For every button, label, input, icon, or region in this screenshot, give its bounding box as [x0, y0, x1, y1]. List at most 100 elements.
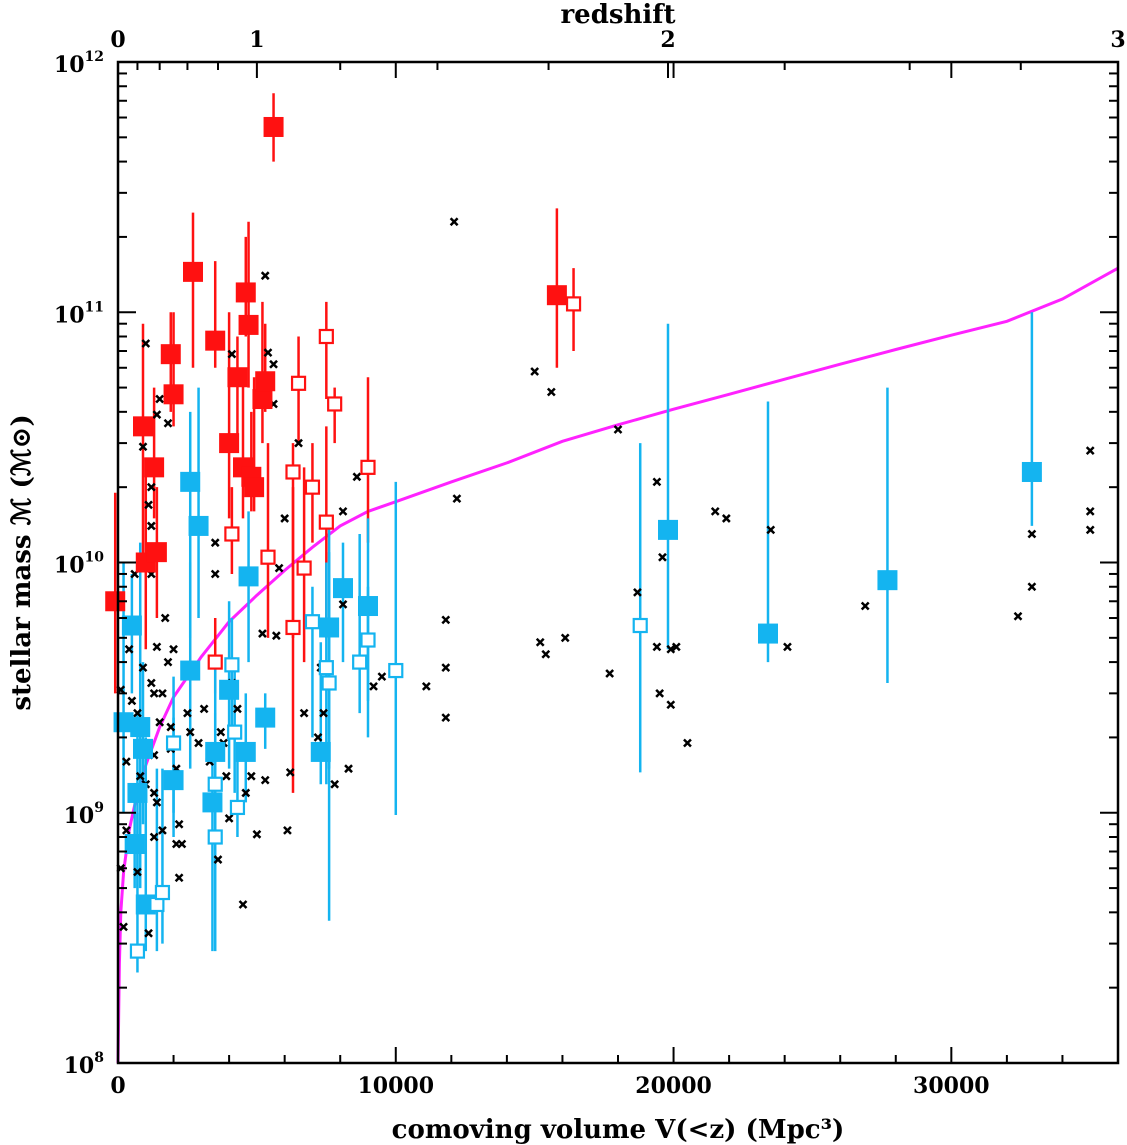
cross-stroke [377, 672, 387, 681]
blue-filled-point [238, 566, 259, 587]
blue-filled-point [333, 578, 353, 599]
cross-stroke [441, 615, 451, 625]
blue-filled-point [658, 519, 678, 540]
cross-point [194, 738, 203, 748]
cross-point [166, 722, 176, 732]
cross-point [152, 798, 162, 807]
cross-stroke [149, 788, 159, 798]
cross-stroke [652, 477, 662, 487]
cross-point [319, 708, 328, 718]
cross-point [613, 425, 623, 434]
red-open-point [290, 375, 307, 391]
cross-point [652, 642, 662, 652]
cross-stroke [1027, 529, 1037, 539]
cross-stroke [449, 217, 459, 227]
blue-filled-point [127, 782, 148, 803]
cross-stroke [233, 704, 242, 714]
cross-point [535, 637, 545, 647]
cross-stroke [163, 657, 173, 667]
cross-stroke [216, 727, 226, 737]
blue-open-point [318, 660, 334, 676]
red-open-point [304, 479, 321, 495]
cross-stroke [666, 644, 676, 654]
cross-point [149, 788, 159, 798]
blue-open-point [154, 884, 171, 901]
cross-stroke [260, 271, 270, 281]
cross-point [605, 669, 615, 678]
blue-filled-point [188, 515, 209, 536]
cross-stroke [133, 708, 142, 718]
cross-point [252, 829, 262, 839]
cross-stroke [213, 855, 223, 864]
blue-filled-point [219, 679, 240, 700]
cross-point [344, 764, 353, 774]
cross-stroke [133, 867, 142, 877]
cross-stroke [721, 514, 731, 523]
cross-stroke [535, 637, 545, 647]
cross-point [1027, 582, 1037, 592]
cross-stroke [194, 738, 203, 748]
cross-point [530, 367, 540, 376]
cross-point [119, 922, 128, 932]
blue-filled-point [180, 471, 201, 492]
cross-point [158, 688, 167, 698]
cross-point [149, 832, 159, 842]
cross-point [135, 771, 145, 781]
cross-stroke [421, 681, 431, 691]
cross-point [666, 644, 676, 654]
cross-stroke [146, 482, 156, 492]
cross-point [860, 601, 870, 611]
blue-filled-point [1021, 461, 1042, 482]
red-filled-point [244, 477, 265, 498]
blue-filled-point [133, 738, 153, 759]
y-tick-label: 1011 [54, 299, 104, 328]
blue-open-point [304, 614, 321, 630]
cross-point [441, 615, 451, 625]
cross-stroke [671, 642, 681, 652]
cross-point [177, 839, 187, 849]
cross-stroke [144, 500, 153, 510]
cross-stroke [152, 410, 162, 419]
cross-stroke [280, 514, 290, 523]
cross-point [449, 217, 459, 227]
cross-stroke [174, 873, 184, 883]
cross-point [285, 767, 295, 777]
cross-stroke [152, 798, 162, 807]
redshift-tick-label: 2 [660, 27, 675, 53]
blue-open-point [165, 735, 182, 751]
red-open-point [318, 328, 334, 345]
cross-stroke [158, 688, 167, 698]
cross-point [155, 717, 165, 727]
cross-point [1027, 529, 1037, 539]
red-filled-point [183, 261, 203, 282]
cross-stroke [127, 696, 137, 706]
cross-point [146, 521, 156, 531]
cross-stroke [1085, 525, 1095, 535]
cross-point [233, 704, 242, 714]
y-tick-label: 109 [64, 800, 104, 829]
cross-point [158, 826, 167, 835]
blue-open-point [229, 799, 246, 816]
cross-stroke [441, 663, 451, 673]
cross-stroke [369, 681, 378, 691]
cross-stroke [238, 900, 248, 909]
cross-point [213, 855, 223, 864]
cross-point [671, 642, 681, 652]
cross-stroke [633, 587, 642, 597]
cross-point [683, 738, 692, 748]
blue-open-point [352, 654, 368, 670]
cross-point [560, 633, 570, 643]
blue-open-point [224, 657, 240, 673]
blue-open-point [388, 662, 404, 679]
red-open-point [260, 549, 276, 565]
blue-filled-point [121, 615, 142, 636]
cross-point [1085, 507, 1095, 516]
cross-point [369, 681, 378, 691]
red-filled-point [238, 314, 259, 335]
cross-point [146, 482, 156, 492]
cross-point [352, 472, 362, 482]
cross-stroke [260, 775, 270, 785]
cross-point [138, 663, 148, 673]
cross-point [294, 438, 303, 448]
cross-point [546, 387, 556, 397]
